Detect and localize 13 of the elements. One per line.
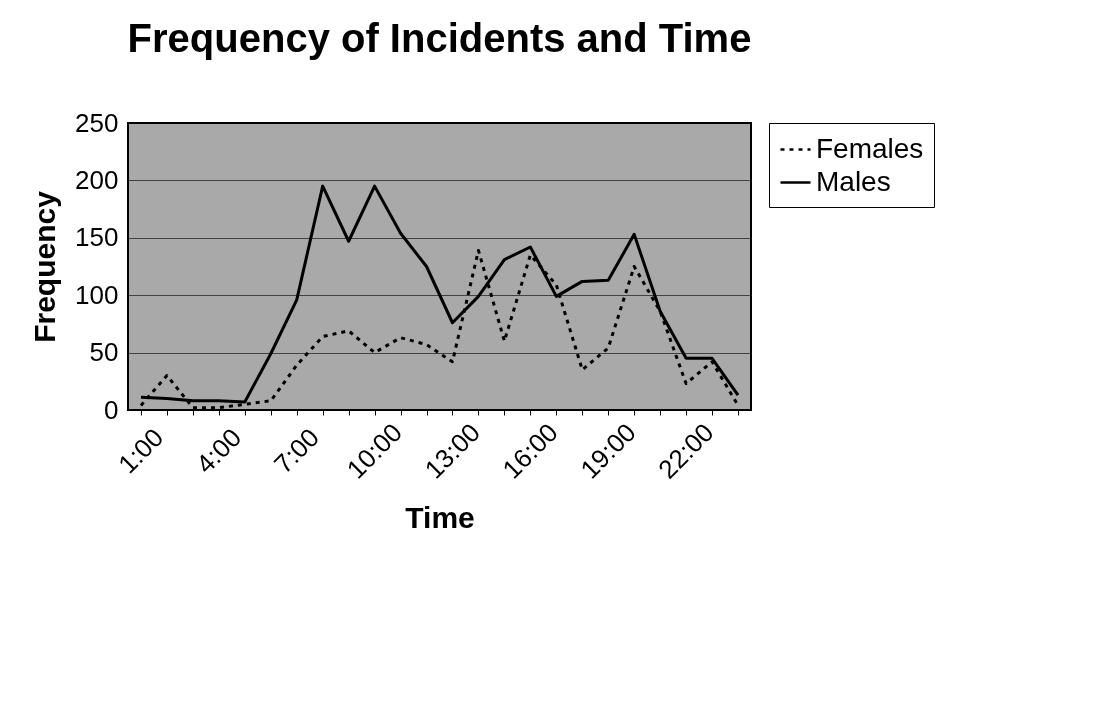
y-tick-label: 150	[75, 222, 119, 253]
y-axis-title: Frequency	[28, 190, 62, 343]
x-tick-label: 7:00	[268, 422, 326, 480]
x-axis-title: Time	[405, 500, 475, 534]
y-tick-label: 200	[75, 164, 119, 195]
x-tick-label: 4:00	[190, 422, 248, 480]
chart-title: Frequency of Incidents and Time	[127, 16, 752, 60]
y-tick-label: 0	[104, 394, 119, 425]
y-tick-label: 50	[89, 337, 119, 368]
y-tick-label: 100	[75, 279, 119, 310]
legend-label: Males	[816, 165, 891, 197]
y-tick-label: 250	[75, 107, 119, 138]
legend-label: Females	[816, 132, 924, 164]
